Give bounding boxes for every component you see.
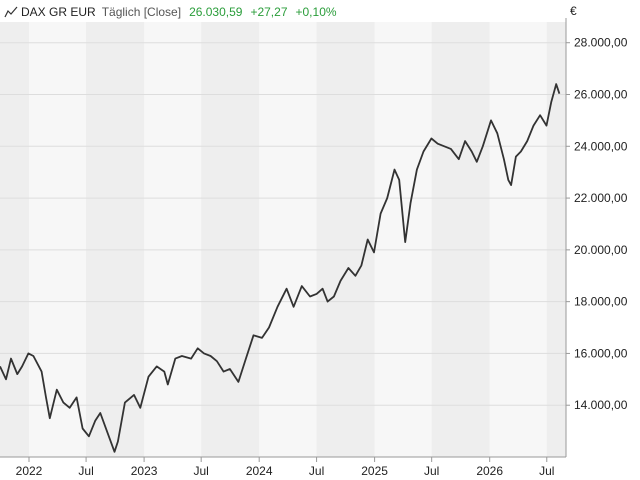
- time-band: [86, 22, 145, 457]
- x-tick-label: 2025: [361, 464, 388, 478]
- time-band: [489, 22, 547, 457]
- last-price: 26.030,59: [189, 5, 243, 19]
- x-tick-label: Jul: [539, 464, 554, 478]
- time-band: [374, 22, 432, 457]
- time-band: [201, 22, 260, 457]
- price-change-percent: +0,10%: [295, 5, 337, 19]
- instrument-name: DAX GR EUR: [21, 5, 96, 19]
- x-tick-label: 2022: [16, 464, 43, 478]
- y-tick-label: 20.000,00: [574, 243, 628, 257]
- time-band: [316, 22, 375, 457]
- y-tick-label: 18.000,00: [574, 295, 628, 309]
- time-band: [0, 22, 30, 457]
- y-tick-label: 16.000,00: [574, 346, 628, 360]
- x-tick-label: Jul: [194, 464, 209, 478]
- y-tick-label: 26.000,00: [574, 88, 628, 102]
- x-tick-label: 2024: [246, 464, 273, 478]
- y-tick-label: 28.000,00: [574, 36, 628, 50]
- time-band: [431, 22, 490, 457]
- x-tick-label: Jul: [78, 464, 93, 478]
- line-chart-icon: [4, 6, 18, 18]
- x-tick-label: 2023: [131, 464, 158, 478]
- price-series-line: [0, 83, 561, 453]
- y-tick-label: 24.000,00: [574, 139, 628, 153]
- x-tick-label: Jul: [424, 464, 439, 478]
- x-tick-label: Jul: [309, 464, 324, 478]
- time-band: [259, 22, 317, 457]
- currency-label: €: [570, 4, 577, 18]
- price-change: +27,27: [250, 5, 288, 19]
- time-band: [546, 22, 566, 457]
- y-tick-label: 14.000,00: [574, 398, 628, 412]
- y-tick-label: 22.000,00: [574, 191, 628, 205]
- x-tick-label: 2026: [476, 464, 503, 478]
- time-band: [144, 22, 202, 457]
- chart-legend: DAX GR EUR Täglich [Close] 26.030,59 +27…: [4, 2, 341, 22]
- price-mode: Täglich [Close]: [101, 5, 182, 19]
